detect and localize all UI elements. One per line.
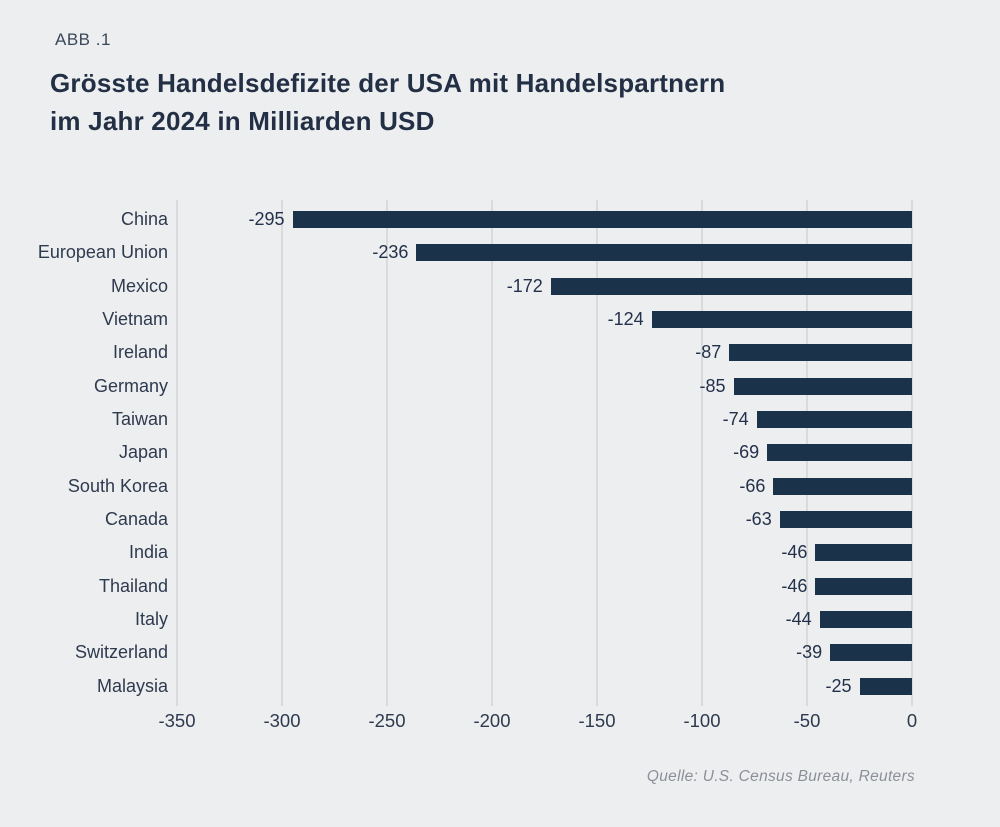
category-label: Vietnam: [102, 308, 168, 329]
x-tick-label: -350: [158, 710, 196, 731]
gridline: [386, 200, 388, 706]
bar: [550, 277, 912, 295]
gridline: [176, 200, 178, 706]
bar-value-label: -87: [695, 342, 722, 363]
category-label: South Korea: [67, 475, 168, 496]
category-label: European Union: [37, 242, 168, 263]
category-label: Switzerland: [74, 642, 168, 663]
category-label: Malaysia: [96, 675, 168, 696]
bar-value-label: -74: [722, 408, 749, 429]
category-label: Germany: [93, 375, 168, 396]
bar: [859, 677, 912, 695]
bar-value-label: -25: [825, 675, 852, 696]
bar: [830, 644, 912, 662]
x-tick-label: 0: [906, 710, 918, 731]
x-tick-label: -100: [683, 710, 721, 731]
category-label: Japan: [118, 442, 168, 463]
bar-value-label: -85: [699, 375, 726, 396]
category-label: Thailand: [98, 575, 168, 596]
bar: [416, 244, 912, 262]
x-tick-label: -150: [578, 710, 616, 731]
chart-title: Grösste Handelsdefizite der USA mit Hand…: [50, 64, 725, 140]
bar-value-label: -66: [739, 475, 766, 496]
bar: [815, 544, 912, 562]
category-label: Ireland: [112, 342, 168, 363]
bar: [779, 511, 912, 529]
bar-value-label: -39: [796, 642, 823, 663]
gridline: [596, 200, 598, 706]
chart-title-line-1: Grösste Handelsdefizite der USA mit Hand…: [50, 68, 726, 98]
bar: [733, 377, 912, 395]
bar-value-label: -295: [248, 209, 285, 229]
bar: [767, 444, 912, 462]
category-label: Italy: [134, 608, 168, 629]
bar-value-label: -236: [372, 242, 409, 263]
bar: [756, 411, 912, 429]
bar-value-label: -124: [607, 308, 644, 329]
bar: [773, 477, 912, 495]
bar-chart: -350 -300 -250 -200 -150 -100 -50 0 China -295 Eur…: [0, 200, 1000, 743]
bar: [651, 311, 912, 329]
bar: [819, 611, 912, 629]
x-tick-label: -200: [473, 710, 511, 731]
category-label: Taiwan: [111, 408, 168, 429]
bar: [292, 211, 912, 229]
bar-value-label: -46: [781, 575, 808, 596]
bar-value-label: -63: [745, 508, 772, 529]
category-label: China: [120, 209, 168, 229]
x-tick-label: -50: [793, 710, 821, 731]
gridline: [491, 200, 493, 706]
figure-label: ABB .1: [55, 30, 111, 49]
bar-value-label: -44: [785, 608, 812, 629]
category-label: India: [128, 542, 168, 563]
category-label: Canada: [104, 508, 168, 529]
bar: [815, 577, 912, 595]
bar-value-label: -46: [781, 542, 808, 563]
x-tick-label: -250: [368, 710, 406, 731]
bar-value-label: -69: [733, 442, 760, 463]
category-label: Mexico: [110, 275, 168, 296]
gridline: [911, 200, 913, 706]
gridline: [281, 200, 283, 706]
x-tick-label: -300: [263, 710, 301, 731]
gridline: [701, 200, 703, 706]
source-credit: Quelle: U.S. Census Bureau, Reuters: [646, 768, 915, 785]
bar-value-label: -172: [506, 275, 543, 296]
bar: [729, 344, 912, 362]
chart-title-line-2: im Jahr 2024 in Milliarden USD: [50, 106, 435, 136]
